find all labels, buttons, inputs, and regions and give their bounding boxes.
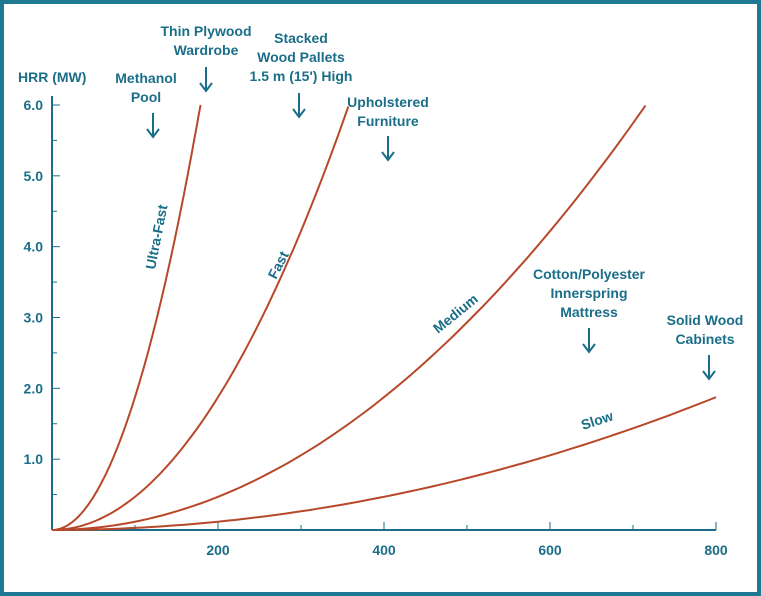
x-ticks: 200 400 600 800 bbox=[134, 522, 728, 558]
annotation-line: Pool bbox=[131, 89, 161, 105]
annotation-line: 1.5 m (15') High bbox=[250, 68, 353, 84]
down-arrow-icon bbox=[292, 93, 306, 119]
x-tick-label: 600 bbox=[538, 542, 562, 558]
annotation-line: Cotton/Polyester bbox=[533, 266, 646, 282]
series-label-fast: Fast bbox=[264, 248, 291, 281]
series-line-medium bbox=[51, 105, 647, 531]
annotation-line: Upholstered bbox=[347, 94, 429, 110]
curves bbox=[51, 104, 717, 531]
down-arrow-icon bbox=[582, 328, 596, 354]
down-arrow-icon bbox=[702, 355, 716, 381]
y-tick-label: 3.0 bbox=[24, 310, 44, 326]
series-line-ultra-fast bbox=[51, 104, 202, 531]
y-axis-label: HRR (MW) bbox=[18, 69, 86, 85]
x-tick-label: 400 bbox=[372, 542, 396, 558]
series-label-medium: Medium bbox=[430, 291, 481, 337]
down-arrow-icon bbox=[199, 67, 213, 93]
series-line-slow bbox=[52, 396, 717, 531]
series-label-ultra-fast: Ultra-Fast bbox=[142, 203, 170, 271]
annotation-solid-wood-cabinets: Solid Wood Cabinets bbox=[667, 312, 744, 381]
y-tick-label: 6.0 bbox=[24, 97, 44, 113]
annotation-line: Thin Plywood bbox=[161, 23, 252, 39]
y-tick-label: 5.0 bbox=[24, 168, 44, 184]
annotation-line: Methanol bbox=[115, 70, 176, 86]
annotation-line: Mattress bbox=[560, 304, 618, 320]
y-tick-label: 1.0 bbox=[24, 451, 44, 467]
y-tick-label: 2.0 bbox=[24, 380, 44, 396]
annotation-line: Wardrobe bbox=[174, 42, 239, 58]
annotation-line: Wood Pallets bbox=[257, 49, 345, 65]
annotation-line: Furniture bbox=[357, 113, 419, 129]
down-arrow-icon bbox=[381, 136, 395, 162]
annotation-line: Innerspring bbox=[550, 285, 627, 301]
x-tick-label: 200 bbox=[206, 542, 230, 558]
down-arrow-icon bbox=[146, 113, 160, 139]
y-tick-label: 4.0 bbox=[24, 239, 44, 255]
chart-frame bbox=[4, 4, 757, 592]
annotation-methanol-pool: Methanol Pool bbox=[115, 70, 177, 139]
annotation-line: Cabinets bbox=[675, 331, 734, 347]
y-ticks: 1.0 2.0 3.0 4.0 5.0 6.0 bbox=[24, 97, 60, 496]
series-line-fast bbox=[51, 106, 350, 531]
annotation-upholstered-furniture: Upholstered Furniture bbox=[347, 94, 429, 162]
annotation-cotton-polyester-mattress: Cotton/Polyester Innerspring Mattress bbox=[533, 266, 646, 354]
annotation-line: Stacked bbox=[274, 30, 328, 46]
series-label-slow: Slow bbox=[579, 408, 615, 433]
annotation-thin-plywood-wardrobe: Thin Plywood Wardrobe bbox=[161, 23, 252, 93]
annotation-stacked-wood-pallets: Stacked Wood Pallets 1.5 m (15') High bbox=[250, 30, 353, 119]
annotation-line: Solid Wood bbox=[667, 312, 744, 328]
x-tick-label: 800 bbox=[704, 542, 728, 558]
